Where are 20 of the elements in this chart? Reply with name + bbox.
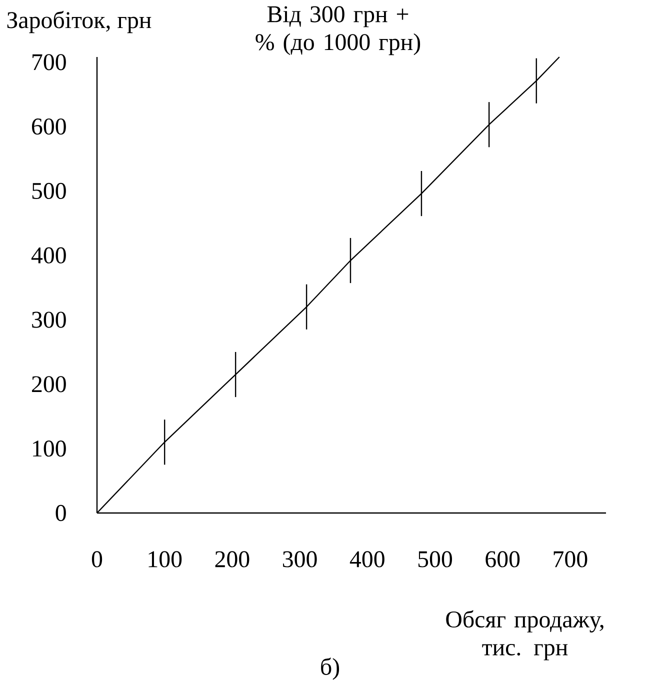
y-tick-label: 400: [31, 247, 66, 264]
y-tick-label: 300: [32, 312, 66, 328]
x-tick-label: 400: [350, 551, 384, 568]
x-tick-label: 100: [148, 551, 182, 568]
x-tick-label: 300: [283, 551, 317, 568]
x-tick-label: 0: [92, 551, 102, 568]
x-tick-label: 600: [486, 551, 520, 568]
x-tick-label: 500: [418, 551, 452, 568]
y-tick-label: 100: [33, 440, 66, 457]
x-tick-label: 200: [215, 551, 250, 568]
y-tick-label: 0: [56, 504, 66, 522]
x-tick-label: 700: [554, 551, 588, 568]
y-tick-label: 700: [32, 54, 66, 70]
y-tick-label: 200: [32, 376, 66, 392]
x-axis-title: Обсяг продажу, тис. грн: [446, 610, 604, 660]
y-tick-label: 500: [32, 182, 66, 200]
text: б): [321, 658, 340, 680]
chart-title: Від 300 грн + % (до 1000 грн): [256, 6, 420, 56]
y-axis-title: Заробіток, грн: [7, 10, 152, 34]
y-tick-label: 600: [32, 118, 66, 135]
